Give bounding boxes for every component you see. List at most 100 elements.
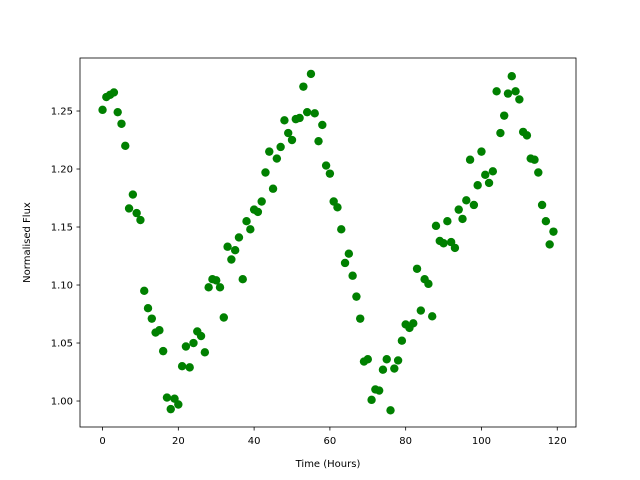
point bbox=[155, 326, 164, 335]
point bbox=[488, 167, 498, 176]
point bbox=[234, 233, 244, 242]
y-tick-label: 1.20 bbox=[51, 165, 73, 176]
point bbox=[121, 141, 130, 151]
y-tick-label: 1.05 bbox=[51, 339, 73, 350]
point bbox=[428, 312, 437, 321]
point bbox=[348, 271, 357, 280]
point bbox=[181, 342, 191, 351]
point bbox=[128, 190, 138, 199]
point bbox=[484, 178, 494, 188]
point bbox=[393, 356, 403, 365]
point bbox=[439, 239, 448, 248]
x-tick-label: 120 bbox=[548, 436, 567, 447]
point bbox=[424, 279, 433, 289]
point bbox=[136, 215, 145, 225]
y-tick-label: 1.00 bbox=[51, 397, 73, 408]
point bbox=[515, 95, 524, 104]
axes-frame bbox=[79, 57, 577, 428]
point bbox=[257, 197, 266, 206]
point bbox=[230, 246, 240, 255]
point bbox=[200, 348, 210, 357]
point bbox=[117, 119, 126, 128]
point bbox=[215, 283, 225, 292]
point bbox=[522, 131, 532, 140]
point bbox=[219, 313, 228, 322]
point bbox=[132, 208, 141, 218]
point bbox=[302, 107, 312, 117]
point bbox=[299, 82, 308, 91]
y-tick-label: 1.15 bbox=[51, 223, 73, 234]
point bbox=[310, 109, 319, 118]
point bbox=[450, 243, 460, 253]
point bbox=[185, 363, 194, 372]
point bbox=[443, 217, 452, 226]
x-axis-label: Time (Hours) bbox=[295, 459, 361, 470]
point bbox=[253, 207, 263, 217]
point bbox=[113, 107, 122, 117]
point bbox=[276, 142, 285, 152]
x-tick-label: 100 bbox=[472, 436, 491, 447]
point bbox=[374, 386, 384, 395]
point bbox=[390, 364, 399, 373]
point bbox=[344, 249, 354, 258]
point bbox=[492, 87, 501, 96]
y-tick-label: 1.10 bbox=[51, 281, 73, 292]
point bbox=[534, 168, 543, 177]
point bbox=[227, 255, 236, 264]
point bbox=[352, 292, 361, 301]
point bbox=[496, 128, 505, 138]
point bbox=[458, 214, 467, 224]
point bbox=[340, 258, 350, 268]
point bbox=[363, 355, 372, 364]
point bbox=[147, 314, 157, 323]
point bbox=[158, 346, 168, 356]
point bbox=[140, 286, 149, 296]
point bbox=[477, 147, 486, 156]
point bbox=[454, 205, 463, 214]
point bbox=[196, 331, 206, 341]
point bbox=[166, 404, 175, 414]
point bbox=[367, 395, 376, 405]
point bbox=[174, 400, 183, 409]
point bbox=[511, 87, 520, 96]
point bbox=[503, 89, 513, 98]
point bbox=[549, 227, 558, 236]
point bbox=[306, 69, 316, 79]
point bbox=[337, 225, 346, 234]
point bbox=[325, 169, 335, 178]
point bbox=[545, 240, 554, 249]
point bbox=[246, 225, 255, 234]
point bbox=[242, 217, 251, 226]
y-tick-label: 1.25 bbox=[51, 107, 73, 118]
point bbox=[143, 304, 153, 313]
x-tick-label: 0 bbox=[99, 436, 105, 447]
point bbox=[321, 161, 331, 170]
point bbox=[397, 336, 407, 345]
point bbox=[223, 242, 232, 251]
x-tick-label: 20 bbox=[172, 436, 185, 447]
point bbox=[416, 306, 426, 315]
point bbox=[382, 355, 391, 364]
y-axis-label: Normalised Flux bbox=[22, 202, 33, 283]
point bbox=[212, 276, 221, 285]
point bbox=[499, 111, 509, 120]
point bbox=[204, 283, 213, 292]
point bbox=[409, 319, 418, 328]
point bbox=[280, 116, 289, 125]
point bbox=[537, 200, 547, 210]
point bbox=[265, 147, 274, 156]
point bbox=[268, 184, 278, 193]
point bbox=[284, 128, 293, 138]
point bbox=[189, 338, 198, 348]
point bbox=[98, 105, 107, 115]
x-tick-label: 40 bbox=[248, 436, 261, 447]
point bbox=[530, 155, 539, 164]
point bbox=[462, 196, 471, 205]
point bbox=[295, 113, 304, 123]
x-tick-label: 80 bbox=[399, 436, 412, 447]
point bbox=[261, 168, 270, 177]
point bbox=[412, 264, 422, 273]
point bbox=[356, 314, 365, 323]
